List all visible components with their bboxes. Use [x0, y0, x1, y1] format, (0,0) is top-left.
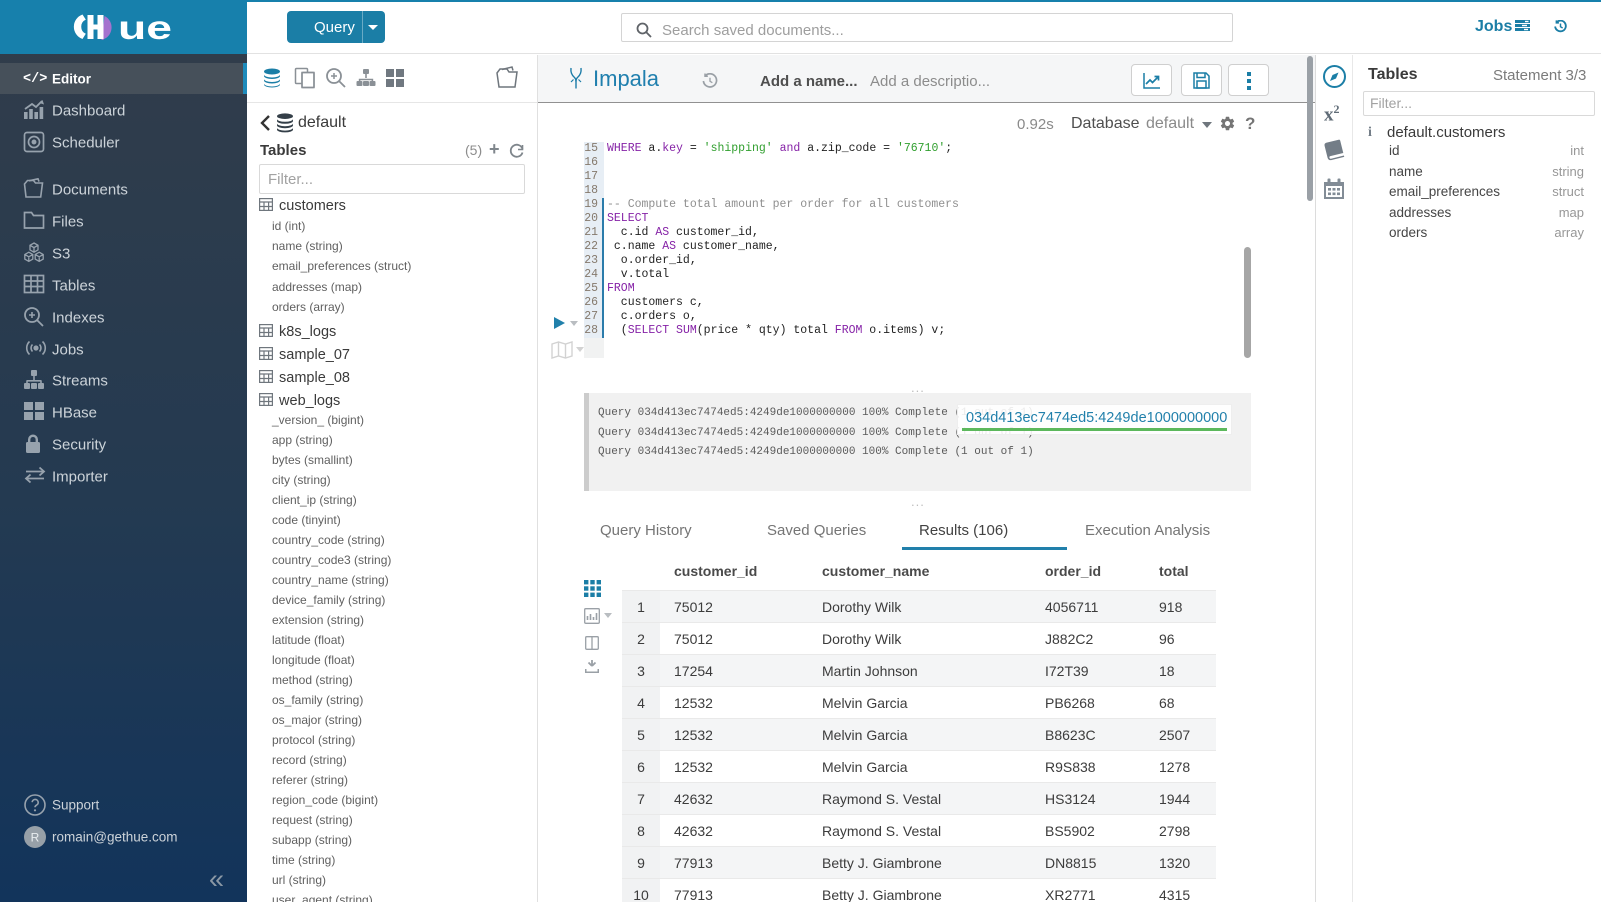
svg-text:R: R — [31, 831, 40, 845]
svg-text:ue: ue — [118, 13, 172, 40]
svg-text:</>: </> — [23, 72, 47, 87]
